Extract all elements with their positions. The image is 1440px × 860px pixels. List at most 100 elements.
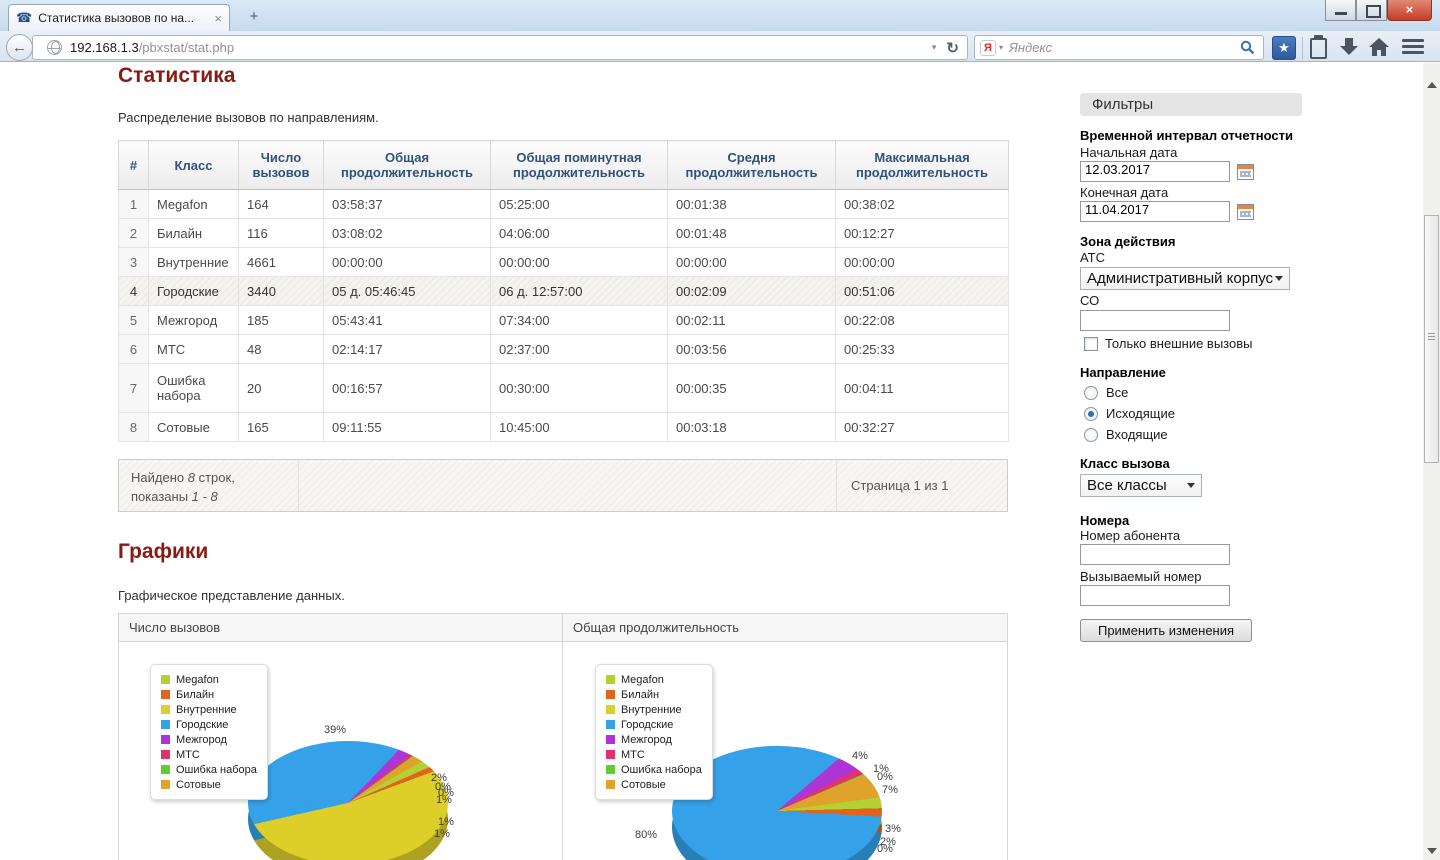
pie-chart-call-count: Megafon Билайн Внутренние Городские Межг…	[118, 642, 563, 860]
toolbar-separator	[1302, 37, 1303, 59]
cell-total: 02:14:17	[324, 335, 491, 364]
cell-class: Межгород	[149, 306, 239, 335]
calendar-icon[interactable]	[1237, 164, 1254, 180]
minimize-button[interactable]	[1325, 0, 1356, 21]
legend-item: МТС	[606, 747, 702, 762]
cell-count: 20	[239, 364, 324, 413]
filters-sidebar: Фильтры Временной интервал отчетности На…	[1080, 62, 1323, 642]
search-bar[interactable]: Я ▾ Яндекс	[974, 35, 1264, 60]
col-header-count[interactable]: Число вызовов	[239, 141, 324, 190]
legend-swatch	[606, 705, 615, 714]
legend-item: Megafon	[161, 672, 257, 687]
scroll-down-icon[interactable]	[1427, 848, 1437, 854]
callee-input[interactable]	[1080, 585, 1230, 606]
start-date-input[interactable]: 12.03.2017	[1080, 161, 1230, 182]
end-date-input[interactable]: 11.04.2017	[1080, 201, 1230, 222]
title-bar: ☎ Статистика вызовов по на... × + ×	[0, 0, 1440, 31]
menu-icon[interactable]	[1402, 39, 1424, 57]
tab-statistics[interactable]: ☎ Статистика вызовов по на... ×	[8, 4, 230, 31]
page-scrollbar[interactable]	[1423, 63, 1440, 860]
downloads-icon[interactable]	[1340, 38, 1358, 55]
col-header-index[interactable]: #	[119, 141, 149, 190]
cell-per-minute: 05:25:00	[491, 190, 668, 219]
stats-table: # Класс Число вызовов Общая продолжитель…	[118, 140, 1009, 442]
url-dropdown-icon[interactable]: ▾	[932, 42, 937, 53]
pie-percent-label: 39%	[324, 724, 346, 736]
direction-section-label: Направление	[1080, 365, 1323, 380]
direction-radio-outgoing[interactable]	[1084, 407, 1098, 421]
browser-window: ☎ Статистика вызовов по на... × + × ← 19…	[0, 0, 1440, 860]
legend-swatch	[606, 780, 615, 789]
direction-radio-all[interactable]	[1084, 386, 1098, 400]
cell-average: 00:00:35	[668, 364, 836, 413]
pie-percent-label: 7%	[882, 784, 898, 796]
col-header-average[interactable]: Средня продолжительность	[668, 141, 836, 190]
url-path: /pbxstat/stat.php	[139, 40, 234, 55]
new-tab-button[interactable]: +	[242, 9, 266, 26]
clipboard-icon[interactable]	[1310, 38, 1327, 59]
cell-count: 48	[239, 335, 324, 364]
cell-class: МТС	[149, 335, 239, 364]
col-header-total[interactable]: Общая продолжительность	[324, 141, 491, 190]
scroll-up-icon[interactable]	[1427, 82, 1437, 88]
legend-swatch	[161, 705, 170, 714]
stats-subtitle: Распределение вызовов по направлениям.	[118, 110, 379, 125]
call-class-select[interactable]: Все классы	[1080, 474, 1202, 497]
chart-header-count: Число вызовов	[118, 613, 563, 642]
external-only-checkbox[interactable]	[1084, 337, 1098, 351]
direction-radio-incoming[interactable]	[1084, 428, 1098, 442]
legend-item: Внутренние	[161, 702, 257, 717]
url-bar[interactable]: 192.168.1.3/pbxstat/stat.php ▾ ↻	[32, 35, 968, 60]
pie-3d	[248, 703, 448, 860]
legend-item: Ошибка набора	[161, 762, 257, 777]
site-globe-icon	[47, 40, 62, 55]
scrollbar-thumb[interactable]	[1424, 215, 1439, 463]
co-input[interactable]	[1080, 310, 1230, 331]
pie-percent-label: 0%	[877, 771, 893, 783]
atc-select[interactable]: Административный корпус	[1080, 267, 1290, 290]
table-row: 7Ошибка набора2000:16:5700:30:0000:00:35…	[119, 364, 1009, 413]
legend-item: Билайн	[606, 687, 702, 702]
search-icon[interactable]	[1240, 40, 1255, 55]
page-title: Статистика	[118, 64, 235, 88]
back-button[interactable]: ←	[6, 34, 33, 61]
cell-total: 00:16:57	[324, 364, 491, 413]
legend-swatch	[161, 735, 170, 744]
cell-per-minute: 00:00:00	[491, 248, 668, 277]
maximize-button[interactable]	[1356, 0, 1387, 21]
tab-close-icon[interactable]: ×	[214, 11, 222, 26]
subscriber-input[interactable]	[1080, 544, 1230, 565]
chart-legend: Megafon Билайн Внутренние Городские Межг…	[150, 664, 268, 800]
reload-icon[interactable]: ↻	[946, 39, 959, 57]
home-icon[interactable]	[1368, 37, 1390, 62]
time-section-label: Временной интервал отчетности	[1080, 128, 1323, 143]
legend-swatch	[606, 720, 615, 729]
yandex-engine-icon[interactable]: Я	[980, 40, 996, 56]
cell-max: 00:25:33	[836, 335, 1009, 364]
close-button[interactable]: ×	[1387, 0, 1432, 21]
cell-per-minute: 06 д. 12:57:00	[491, 277, 668, 306]
bookmarks-button[interactable]: ★	[1272, 36, 1296, 60]
apply-button[interactable]: Применить изменения	[1080, 619, 1252, 642]
cell-count: 3440	[239, 277, 324, 306]
cell-class: Ошибка набора	[149, 364, 239, 413]
search-input[interactable]: Яндекс	[1009, 40, 1240, 55]
legend-item: Межгород	[606, 732, 702, 747]
legend-swatch	[161, 750, 170, 759]
cell-per-minute: 10:45:00	[491, 413, 668, 442]
pie-percent-label: 1%	[434, 828, 450, 840]
table-row: 8Сотовые16509:11:5510:45:0000:03:1800:32…	[119, 413, 1009, 442]
cell-per-minute: 04:06:00	[491, 219, 668, 248]
col-header-class[interactable]: Класс	[149, 141, 239, 190]
star-icon: ★	[1278, 40, 1290, 55]
legend-swatch	[161, 720, 170, 729]
col-header-max[interactable]: Максимальная продолжительность	[836, 141, 1009, 190]
row-index: 8	[119, 413, 149, 442]
end-date-label: Конечная дата	[1080, 185, 1323, 200]
chart-legend: Megafon Билайн Внутренние Городские Межг…	[595, 664, 713, 800]
engine-dropdown-icon[interactable]: ▾	[999, 43, 1003, 52]
col-header-per-minute[interactable]: Общая поминутная продолжительность	[491, 141, 668, 190]
calendar-icon[interactable]	[1237, 204, 1254, 220]
legend-item: Внутренние	[606, 702, 702, 717]
pie-chart-duration: Megafon Билайн Внутренние Городские Межг…	[563, 642, 1008, 860]
